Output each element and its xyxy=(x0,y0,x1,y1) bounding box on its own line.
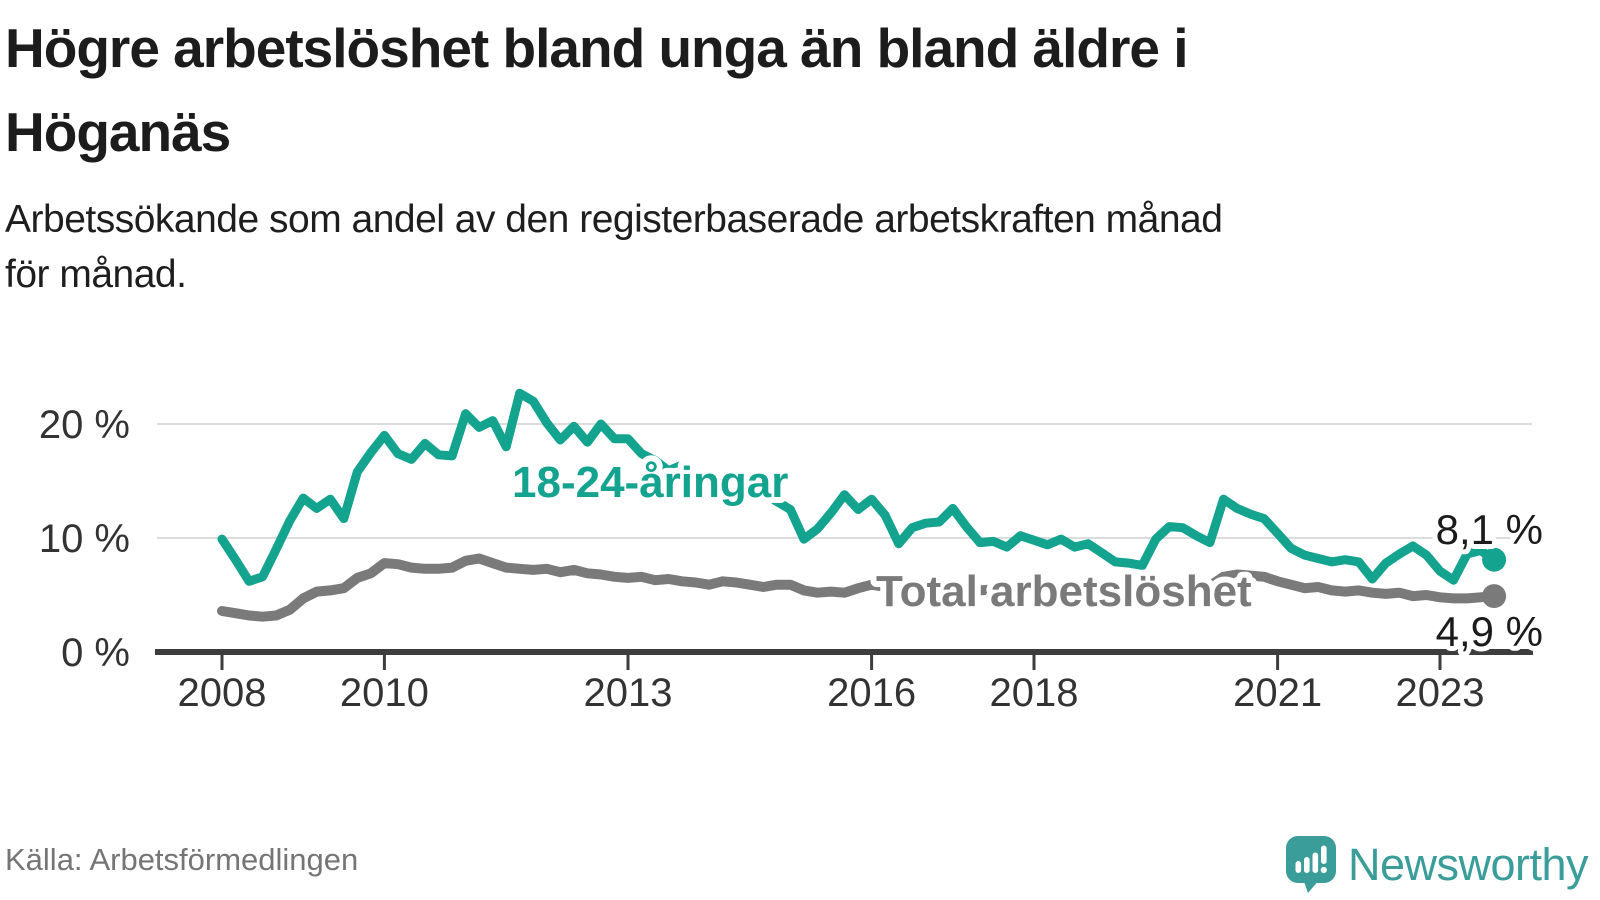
bar-medium xyxy=(1304,857,1310,873)
total-unemployment-line xyxy=(217,553,1500,622)
y-tick-label-20: 20 % xyxy=(39,403,130,447)
newsworthy-logo-icon xyxy=(1286,836,1336,893)
newsworthy-branding: Newsworthy xyxy=(1286,836,1589,893)
source-credit: Källa: Arbetsförmedlingen xyxy=(5,842,359,877)
x-axis-ticks xyxy=(220,655,1442,670)
y-tick-label-0: 0 % xyxy=(61,631,130,675)
x-axis-tick-labels: 2008 2010 2013 2016 2018 2021 2023 xyxy=(178,671,1485,715)
chart-subtitle: Arbetssökande som andel av den registerb… xyxy=(5,192,1223,302)
chart-title-line1: Högre arbetslöshet bland unga än bland ä… xyxy=(5,17,1189,79)
x-tick-label-2021: 2021 xyxy=(1233,671,1322,715)
youth-series-label: 18-24-åringar xyxy=(512,458,788,507)
exclamation-bar xyxy=(1321,845,1327,864)
gridlines xyxy=(157,423,1532,539)
chart-subtitle-line2: för månad. xyxy=(5,253,187,296)
x-tick-label-2016: 2016 xyxy=(827,671,916,715)
x-tick-label-2023: 2023 xyxy=(1396,671,1485,715)
chart-title-line2: Höganäs xyxy=(5,101,231,163)
x-tick-label-2008: 2008 xyxy=(178,671,267,715)
youth-series-end-dot xyxy=(1482,547,1507,572)
x-axis-line xyxy=(155,649,1533,655)
speech-bubble-shape xyxy=(1286,836,1336,893)
y-axis-tick-labels: 0 % 10 % 20 % xyxy=(39,403,130,675)
y-tick-label-10: 10 % xyxy=(39,517,130,561)
bar-small xyxy=(1295,861,1302,873)
youth-end-value-label: 8,1 % xyxy=(1436,506,1543,553)
exclamation-dot xyxy=(1320,866,1327,874)
x-tick-label-2013: 2013 xyxy=(584,671,673,715)
newsworthy-logo-text: Newsworthy xyxy=(1348,838,1589,890)
total-end-value-label: 4,9 % xyxy=(1436,608,1543,655)
x-tick-label-2010: 2010 xyxy=(340,671,429,715)
youth-unemployment-line xyxy=(217,388,1499,586)
chart-subtitle-line1: Arbetssökande som andel av den registerb… xyxy=(5,198,1223,241)
total-series-end-dot xyxy=(1482,584,1507,609)
x-tick-label-2018: 2018 xyxy=(990,671,1079,715)
total-series-label: Total arbetslöshet xyxy=(876,567,1252,616)
bar-large xyxy=(1312,852,1319,873)
chart-title: Högre arbetslöshet bland unga än bland ä… xyxy=(5,6,1189,174)
